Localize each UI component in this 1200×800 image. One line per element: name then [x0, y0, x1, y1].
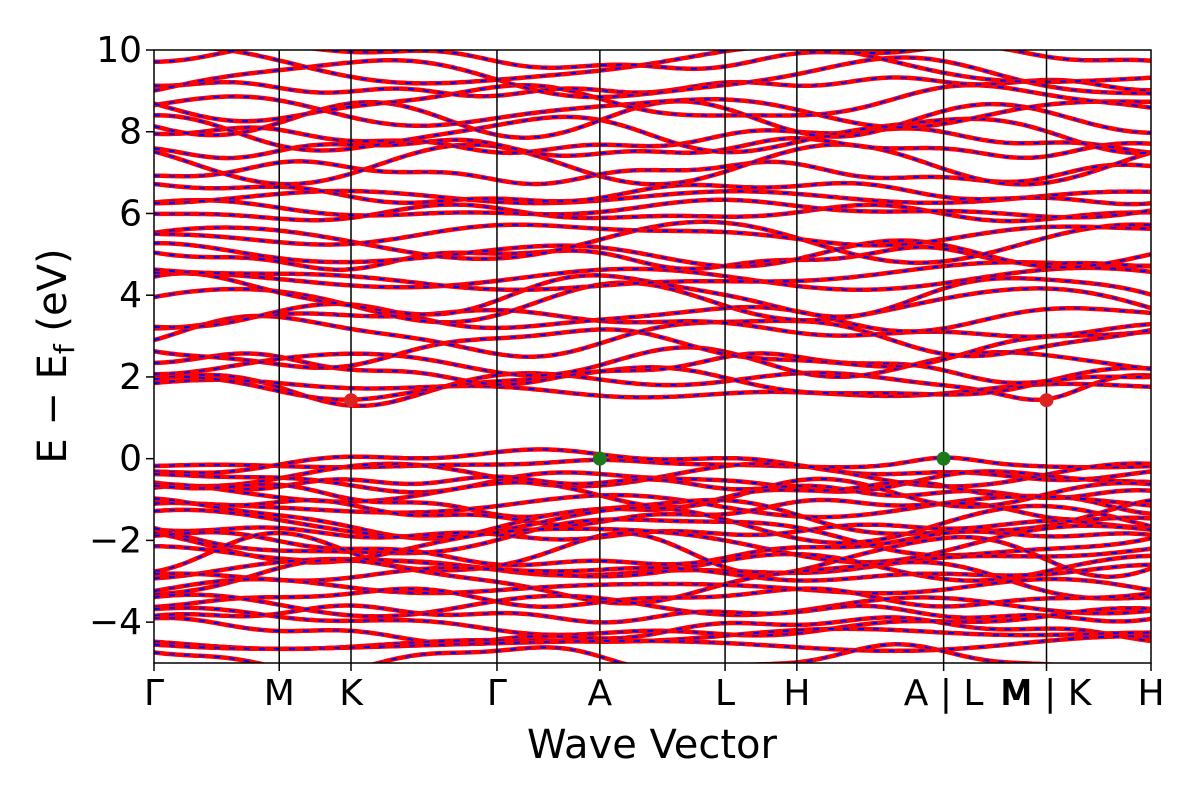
band-line-blue-dashed	[154, 456, 1151, 469]
x-tick-label: H	[783, 673, 810, 714]
cbm-marker	[344, 393, 359, 408]
y-tick-label: 2	[119, 357, 142, 398]
band-line-blue-dashed	[154, 223, 1151, 247]
y-tick-label: −4	[89, 602, 142, 643]
y-tick-label: −2	[89, 520, 142, 561]
band-line-blue-dashed	[154, 302, 1151, 333]
x-tick-label: M | K	[1002, 673, 1093, 714]
band-line-blue-dashed	[154, 635, 1151, 652]
band-line-blue-dashed	[154, 475, 1151, 499]
band-line-blue-dashed	[154, 462, 1151, 488]
y-axis-title-subscript: f	[48, 343, 81, 354]
band-line-blue-dashed	[154, 281, 1151, 324]
band-line-blue-dashed	[218, 50, 1151, 85]
band-line-blue-dashed	[154, 593, 1151, 618]
band-line-blue-dashed	[154, 143, 1151, 186]
band-line-blue-dashed	[154, 114, 1151, 154]
band-line-blue-dashed	[154, 448, 1151, 481]
band-line-red	[154, 50, 1151, 72]
x-tick-label: Γ	[487, 673, 507, 714]
band-line-blue-dashed	[154, 604, 1151, 624]
band-line-blue-dashed	[154, 606, 1151, 637]
band-line-blue-dashed	[154, 220, 1151, 264]
y-tick-label: 0	[119, 439, 142, 480]
band-line-blue-dashed	[154, 558, 1151, 605]
x-tick-label: K	[339, 673, 364, 714]
band-line-blue-dashed	[154, 309, 1151, 338]
band-line-blue-dashed	[154, 518, 1151, 557]
y-tick-label: 6	[119, 193, 142, 234]
band-line-blue-dashed	[154, 563, 1151, 582]
plot-frame	[153, 49, 1152, 664]
y-axis-title: E − Ef (eV)	[30, 248, 81, 463]
bands-layer	[154, 50, 1151, 663]
band-line-blue-dashed	[154, 315, 1151, 358]
x-tick-label: A | L	[904, 673, 984, 714]
band-line-blue-dashed	[154, 532, 1151, 578]
vbm-marker	[936, 451, 951, 466]
band-line-blue-dashed	[154, 261, 1151, 291]
band-line-blue-dashed	[154, 198, 1151, 219]
band-line-blue-dashed	[154, 494, 1151, 519]
y-axis-title-unit: (eV)	[30, 248, 76, 344]
x-axis-title: Wave Vector	[527, 722, 778, 768]
band-line-blue-dashed	[154, 239, 1151, 269]
band-line-blue-dashed	[154, 160, 1151, 185]
band-line-blue-dashed	[154, 266, 1151, 291]
y-tick-label: 4	[119, 275, 142, 316]
band-line-blue-dashed	[154, 499, 1151, 526]
x-tick-label: L	[715, 673, 735, 714]
band-line-blue-dashed	[154, 505, 1151, 544]
x-tick-label: M	[264, 673, 295, 714]
vbm-marker	[592, 451, 607, 466]
band-line-blue-dashed	[154, 481, 1151, 518]
band-line-blue-dashed	[154, 137, 1151, 160]
y-tick-label: 10	[96, 30, 142, 71]
band-line-blue-dashed	[154, 328, 1151, 369]
extrema-markers-layer	[344, 393, 1054, 466]
band-line-blue-dashed	[154, 587, 1151, 608]
x-tick-label: H	[1137, 673, 1164, 714]
y-tick-label: 8	[119, 112, 142, 153]
band-line-blue-dashed	[154, 616, 1151, 644]
band-line-blue-dashed	[154, 530, 1151, 567]
band-line-blue-dashed	[154, 246, 1151, 271]
band-line-blue-dashed	[154, 203, 1151, 223]
band-line-blue-dashed	[154, 56, 1151, 99]
band-line-blue-dashed	[154, 578, 1151, 595]
x-tick-label: Γ	[144, 673, 164, 714]
y-axis-title-main: E − E	[30, 354, 76, 464]
x-tick-label: M	[1000, 673, 1031, 714]
cbm-marker	[1039, 393, 1054, 408]
band-line-blue-dashed	[154, 352, 1151, 386]
x-axis-ticks: Γ M K Γ A L H A | L M | K H M	[144, 663, 1165, 714]
band-line-blue-dashed	[154, 366, 1151, 401]
kpoint-lines-layer	[278, 50, 1048, 663]
band-line-blue-dashed	[154, 643, 1042, 663]
band-line-blue-dashed	[154, 378, 1151, 399]
band-line-blue-dashed	[154, 182, 1151, 206]
band-line-blue-dashed	[154, 346, 1151, 378]
y-axis-ticks: −4 −2 0 2 4 6 8 10	[89, 30, 154, 643]
band-line-blue-dashed	[154, 126, 1151, 154]
band-line-blue-dashed	[154, 272, 1151, 318]
x-tick-label: A	[588, 673, 613, 714]
